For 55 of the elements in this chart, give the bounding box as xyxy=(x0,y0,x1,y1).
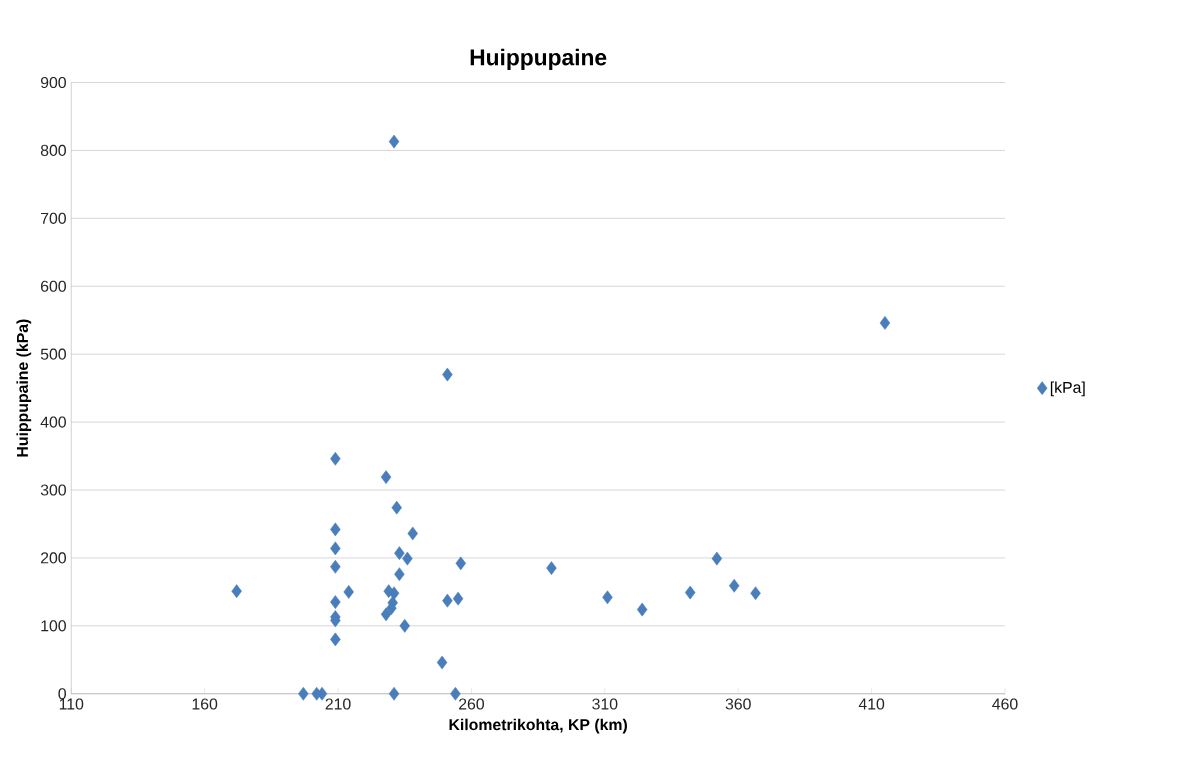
point xyxy=(450,686,461,701)
y-tick-label: 700 xyxy=(41,212,66,224)
point xyxy=(388,686,400,701)
point xyxy=(452,591,464,606)
point xyxy=(602,590,613,604)
point xyxy=(330,632,341,647)
y-axis-title: Huippupaine (kPa) xyxy=(16,319,32,457)
y-tick-label: 900 xyxy=(40,76,66,88)
y-tick-label: 600 xyxy=(41,280,66,292)
point xyxy=(391,500,402,515)
point xyxy=(380,470,392,484)
point xyxy=(402,551,413,566)
y-tick-label: 300 xyxy=(40,484,66,496)
point xyxy=(330,595,341,609)
y-tick-label: 0 xyxy=(58,687,66,700)
point xyxy=(231,584,242,598)
legend-label: [kPa] xyxy=(1050,381,1085,396)
x-axis-title: Kilometrikohta, KP (km) xyxy=(449,718,627,734)
point xyxy=(330,522,341,537)
x-tick-label: 160 xyxy=(192,698,218,710)
point xyxy=(436,655,448,670)
point xyxy=(879,315,891,330)
point xyxy=(636,602,648,617)
y-tick-label: 400 xyxy=(40,416,66,428)
point xyxy=(442,593,453,608)
point xyxy=(546,561,557,575)
point xyxy=(380,607,392,621)
point xyxy=(330,559,341,574)
x-tick-label: 460 xyxy=(992,698,1018,710)
y-tick-label: 800 xyxy=(40,144,66,156)
point xyxy=(330,541,341,556)
point xyxy=(343,584,354,599)
point xyxy=(729,578,740,593)
point xyxy=(684,585,696,600)
point xyxy=(399,618,410,633)
point xyxy=(330,451,341,466)
point xyxy=(388,134,400,149)
x-tick-label: 210 xyxy=(325,698,351,710)
x-tick-label: 260 xyxy=(459,698,485,710)
y-tick-label: 500 xyxy=(40,348,66,360)
y-tick-label: 100 xyxy=(41,620,66,632)
point xyxy=(394,546,405,560)
point xyxy=(407,526,418,541)
point xyxy=(455,556,466,571)
x-tick-label: 360 xyxy=(725,698,751,710)
x-tick-label: 110 xyxy=(59,698,84,710)
y-tick-label: 200 xyxy=(40,552,66,564)
point xyxy=(298,686,309,701)
point xyxy=(711,551,723,566)
chart-title: Huippupaine xyxy=(470,48,607,70)
point xyxy=(394,567,405,581)
point xyxy=(442,367,453,382)
point xyxy=(750,586,761,600)
x-tick-label: 410 xyxy=(858,698,885,710)
x-tick-label: 310 xyxy=(592,698,618,710)
